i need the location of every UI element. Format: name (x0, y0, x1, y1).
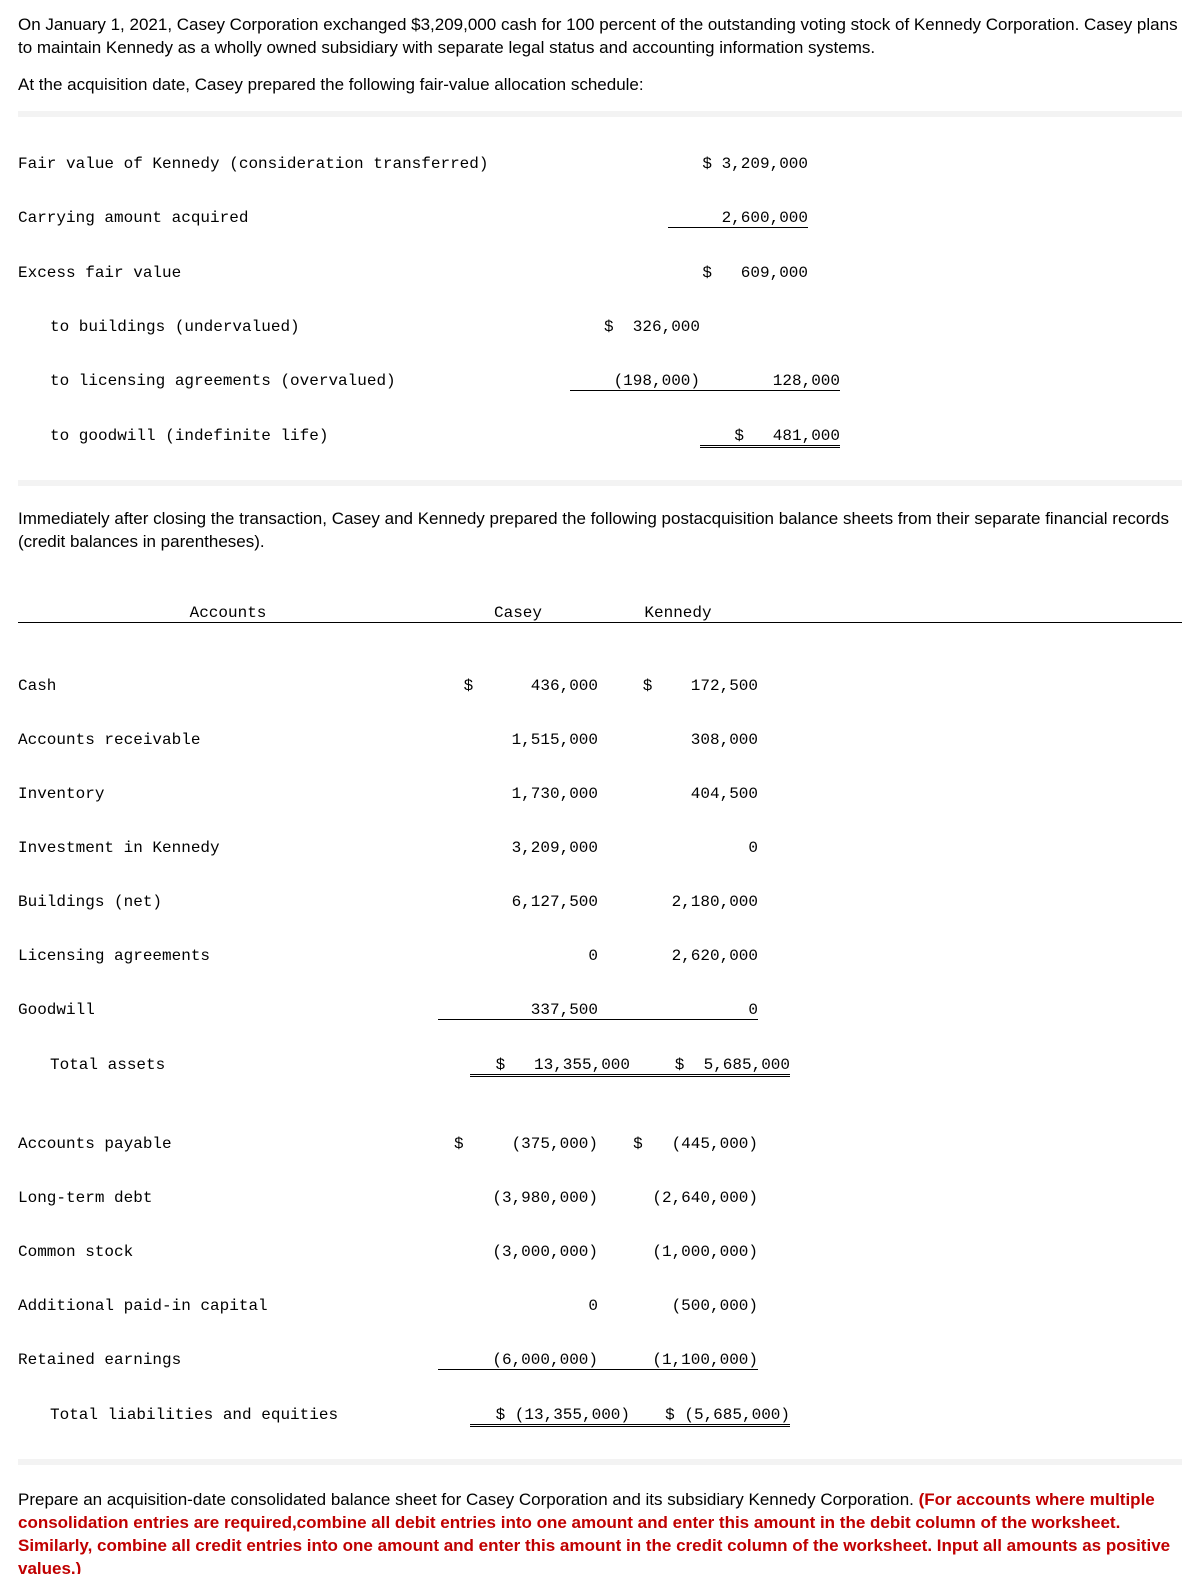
bs-header-accounts: Accounts (18, 604, 438, 622)
sched-value-carrying: 2,600,000 (668, 209, 808, 228)
bs-row-label: Accounts receivable (18, 731, 438, 749)
mid-paragraph: Immediately after closing the transactio… (18, 508, 1182, 554)
bs-row-label: Licensing agreements (18, 947, 438, 965)
bs-row-casey: 0 (438, 947, 598, 965)
bs-row-label: Investment in Kennedy (18, 839, 438, 857)
bs-row-label: Buildings (net) (18, 893, 438, 911)
bs-row-kennedy: $ (445,000) (598, 1135, 758, 1153)
bs-row-casey: $ 436,000 (438, 677, 598, 695)
bs-row-casey: (6,000,000) (438, 1351, 598, 1370)
sched-label-buildings: to buildings (undervalued) (18, 318, 570, 336)
bs-row-kennedy: (500,000) (598, 1297, 758, 1315)
bs-total-assets-kennedy: $ 5,685,000 (630, 1056, 790, 1077)
bs-row-casey: 337,500 (438, 1001, 598, 1020)
bs-row-label: Accounts payable (18, 1135, 438, 1153)
bs-row-label: Inventory (18, 785, 438, 803)
bs-total-liab-casey: $ (13,355,000) (470, 1406, 630, 1427)
bs-row-kennedy: (1,000,000) (598, 1243, 758, 1261)
intro-paragraph-2: At the acquisition date, Casey prepared … (18, 74, 1182, 97)
sched-col1-buildings: $ 326,000 (570, 318, 700, 336)
bs-row-kennedy: 404,500 (598, 785, 758, 803)
sched-label-licensing: to licensing agreements (overvalued) (18, 372, 570, 391)
bs-total-liab-kennedy: $ (5,685,000) (630, 1406, 790, 1427)
instructions-paragraph: Prepare an acquisition-date consolidated… (18, 1489, 1182, 1574)
sched-value-goodwill: $ 481,000 (700, 427, 840, 448)
separator-bar (18, 111, 1182, 117)
bs-total-assets-label: Total assets (18, 1056, 470, 1077)
bs-header-kennedy: Kennedy (598, 604, 758, 622)
bs-row-label: Cash (18, 677, 438, 695)
bs-row-casey: $ (375,000) (438, 1135, 598, 1153)
bs-row-label: Goodwill (18, 1001, 438, 1020)
sched-col2-licensing: 128,000 (700, 372, 840, 391)
bs-total-assets-casey: $ 13,355,000 (470, 1056, 630, 1077)
sched-label-excess: Excess fair value (18, 264, 538, 282)
bs-row-casey: 1,515,000 (438, 731, 598, 749)
instructions-lead: Prepare an acquisition-date consolidated… (18, 1490, 919, 1509)
bs-row-label: Retained earnings (18, 1351, 438, 1370)
bs-row-label: Additional paid-in capital (18, 1297, 438, 1315)
bs-row-casey: 0 (438, 1297, 598, 1315)
sched-label-fair-value: Fair value of Kennedy (consideration tra… (18, 155, 538, 173)
bs-row-kennedy: 0 (598, 839, 758, 857)
bs-row-kennedy: (1,100,000) (598, 1351, 758, 1370)
bs-row-casey: 3,209,000 (438, 839, 598, 857)
intro-paragraph-1: On January 1, 2021, Casey Corporation ex… (18, 14, 1182, 60)
bs-row-casey: (3,980,000) (438, 1189, 598, 1207)
fair-value-schedule: Fair value of Kennedy (consideration tra… (18, 119, 1182, 466)
separator-bar-3 (18, 1459, 1182, 1465)
sched-value-excess: $ 609,000 (668, 264, 808, 282)
bs-row-casey: 6,127,500 (438, 893, 598, 911)
bs-row-kennedy: 2,620,000 (598, 947, 758, 965)
bs-header-casey: Casey (438, 604, 598, 622)
bs-row-label: Common stock (18, 1243, 438, 1261)
bs-row-kennedy: 308,000 (598, 731, 758, 749)
bs-row-kennedy: (2,640,000) (598, 1189, 758, 1207)
bs-row-kennedy: $ 172,500 (598, 677, 758, 695)
sched-label-goodwill: to goodwill (indefinite life) (18, 427, 570, 448)
sched-col1-licensing: (198,000) (570, 372, 700, 391)
bs-row-kennedy: 2,180,000 (598, 893, 758, 911)
bs-row-casey: 1,730,000 (438, 785, 598, 803)
bs-row-casey: (3,000,000) (438, 1243, 598, 1261)
bs-row-label: Long-term debt (18, 1189, 438, 1207)
sched-label-carrying: Carrying amount acquired (18, 209, 538, 228)
bs-row-kennedy: 0 (598, 1001, 758, 1020)
separator-bar-2 (18, 480, 1182, 486)
bs-total-liab-label: Total liabilities and equities (18, 1406, 470, 1427)
sched-value-fair-value: $ 3,209,000 (668, 155, 808, 173)
balance-sheet-table: Accounts Casey Kennedy Cash $ 436,000 $ … (18, 568, 1182, 1445)
